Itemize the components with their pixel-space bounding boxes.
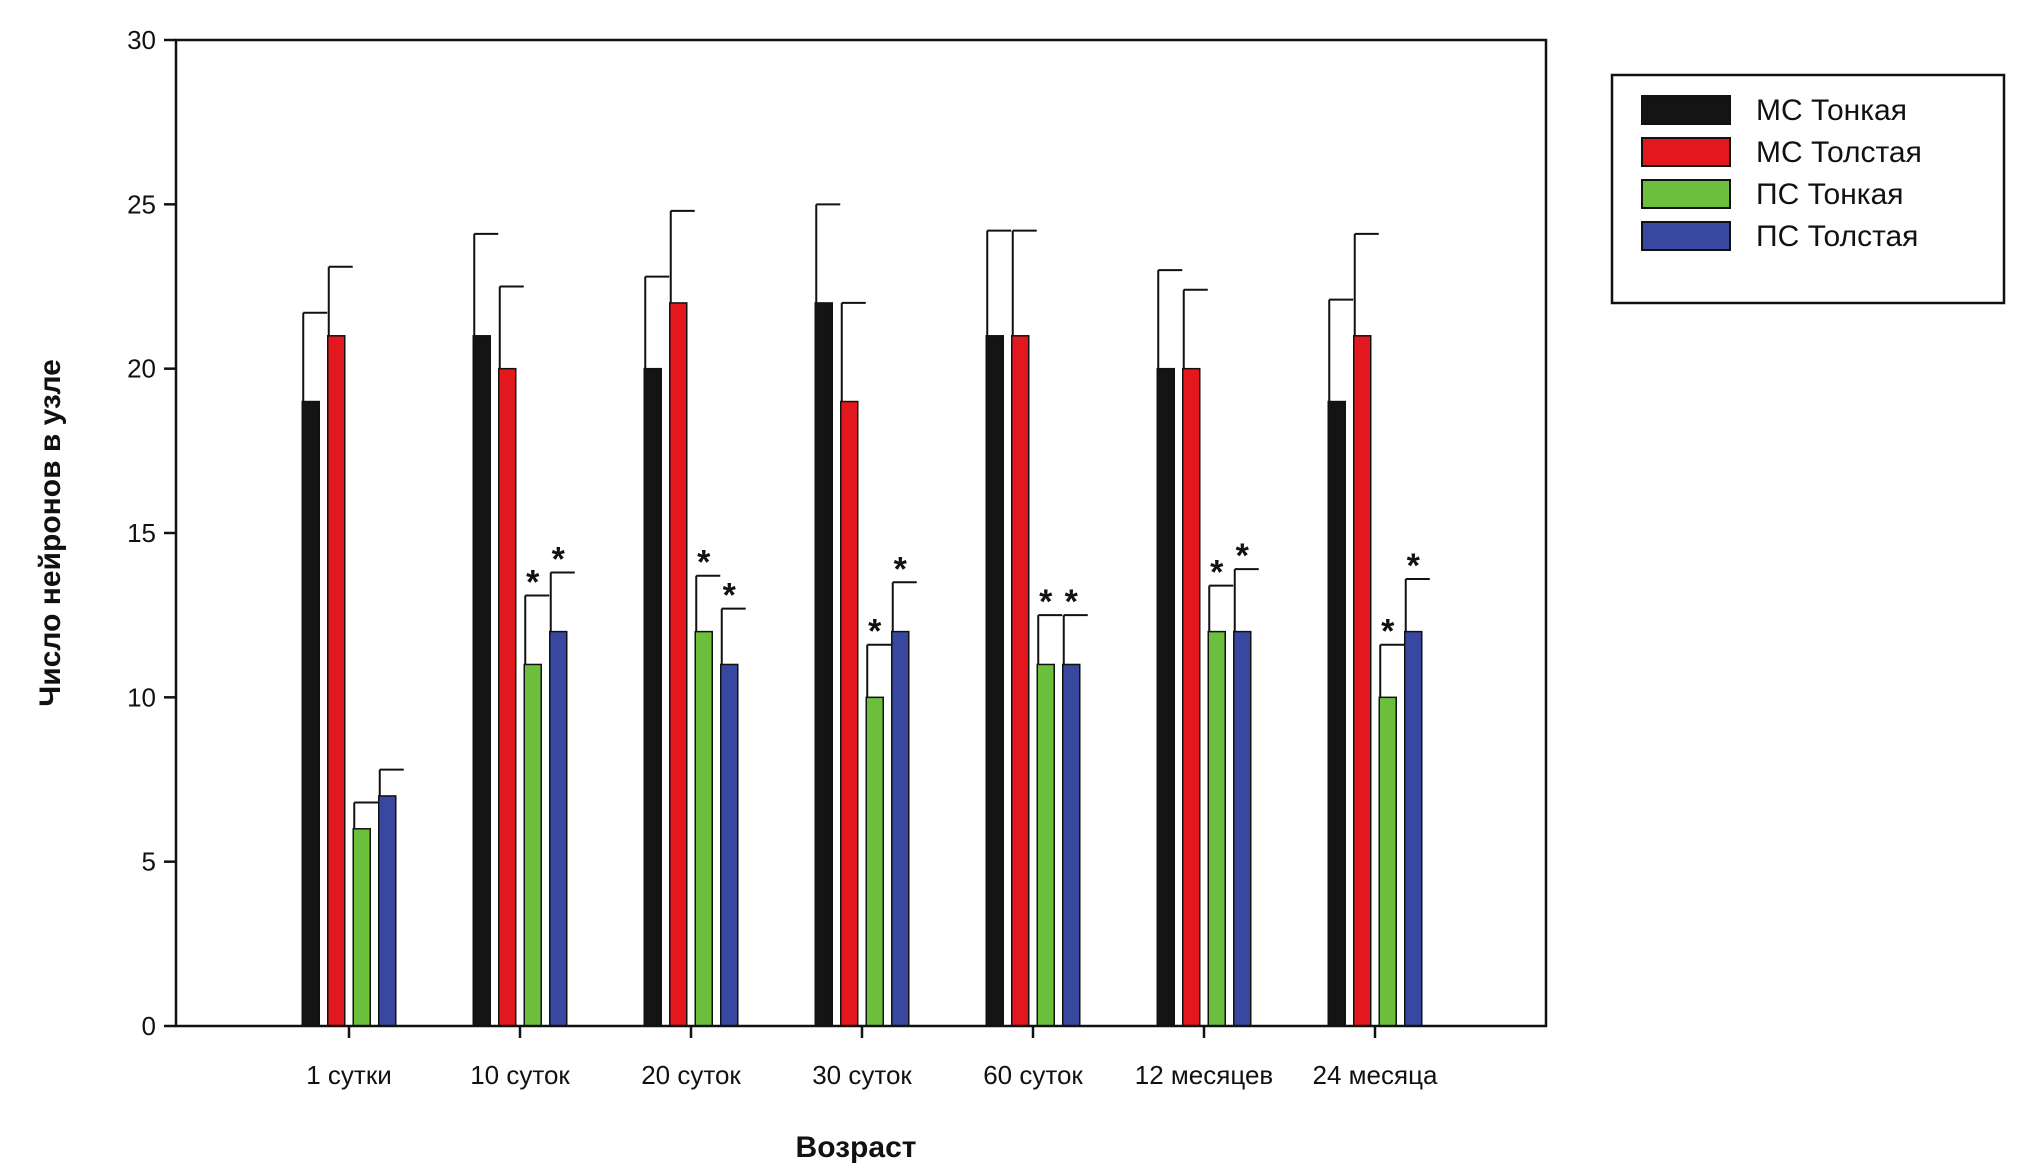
legend-label: ПС Толстая	[1756, 220, 1918, 253]
y-tick-label: 30	[127, 25, 156, 55]
bar	[352, 828, 371, 1027]
bar	[669, 302, 688, 1027]
x-tick-label: 20 суток	[641, 1060, 741, 1090]
x-tick-label: 10 суток	[470, 1060, 570, 1090]
bar	[1327, 400, 1346, 1027]
bar	[865, 696, 884, 1027]
significance-marker: *	[723, 577, 737, 615]
y-tick-label: 0	[142, 1011, 156, 1041]
legend-swatch	[1641, 137, 1731, 167]
significance-marker: *	[894, 550, 908, 588]
x-axis-title: Возраст	[796, 1131, 917, 1164]
bar	[1378, 696, 1397, 1027]
legend-swatch	[1641, 221, 1731, 251]
bar	[985, 335, 1004, 1027]
bar	[1062, 663, 1081, 1027]
bar	[1233, 630, 1252, 1027]
bar	[1036, 663, 1055, 1027]
x-tick-label: 12 месяцев	[1135, 1060, 1273, 1090]
bar	[1156, 367, 1175, 1027]
bar	[891, 630, 910, 1027]
x-tick-label: 30 суток	[812, 1060, 912, 1090]
x-tick-label: 1 сутки	[306, 1060, 392, 1090]
plot-area: * * * * * * * * * * * *	[301, 203, 1430, 1027]
bar	[1353, 335, 1372, 1027]
bar	[643, 367, 662, 1027]
legend-label: МС Тонкая	[1756, 94, 1907, 127]
bar	[1404, 630, 1423, 1027]
bar	[840, 400, 859, 1027]
bar	[301, 400, 320, 1027]
legend-label: ПС Тонкая	[1756, 178, 1904, 211]
significance-marker: *	[1236, 537, 1250, 575]
bar	[1182, 367, 1201, 1027]
x-tick-label: 24 месяца	[1313, 1060, 1438, 1090]
legend-swatch	[1641, 179, 1731, 209]
significance-marker: *	[1065, 583, 1079, 621]
bar	[472, 335, 491, 1027]
significance-marker: *	[526, 563, 540, 601]
legend: МС Тонкая МС Толстая ПС Тонкая ПС Толстая	[1610, 73, 2006, 305]
significance-marker: *	[868, 613, 882, 651]
bar	[549, 630, 568, 1027]
significance-marker: *	[552, 540, 566, 578]
y-tick-label: 20	[127, 354, 156, 384]
bar	[498, 367, 517, 1027]
y-axis-title: Число нейронов в узле	[34, 359, 67, 707]
bar	[694, 630, 713, 1027]
bar	[523, 663, 542, 1027]
bar	[1011, 335, 1030, 1027]
significance-marker: *	[1039, 583, 1053, 621]
significance-marker: *	[1407, 547, 1421, 585]
x-tick-label: 60 суток	[983, 1060, 1083, 1090]
bar	[378, 795, 397, 1027]
significance-marker: *	[697, 544, 711, 582]
y-tick-label: 25	[127, 189, 156, 219]
bar	[720, 663, 739, 1027]
axes: 0 5 10 15 20 25 30 1 сутки 10 суток 20 суток 30 су…	[127, 25, 1438, 1090]
significance-marker: *	[1381, 613, 1395, 651]
y-tick-label: 10	[127, 682, 156, 712]
bar	[814, 302, 833, 1027]
y-tick-label: 5	[142, 847, 156, 877]
legend-swatch	[1641, 95, 1731, 125]
significance-marker: *	[1210, 554, 1224, 592]
bar	[327, 335, 346, 1027]
y-tick-label: 15	[127, 518, 156, 548]
bar	[1207, 630, 1226, 1027]
legend-label: МС Толстая	[1756, 136, 1922, 169]
